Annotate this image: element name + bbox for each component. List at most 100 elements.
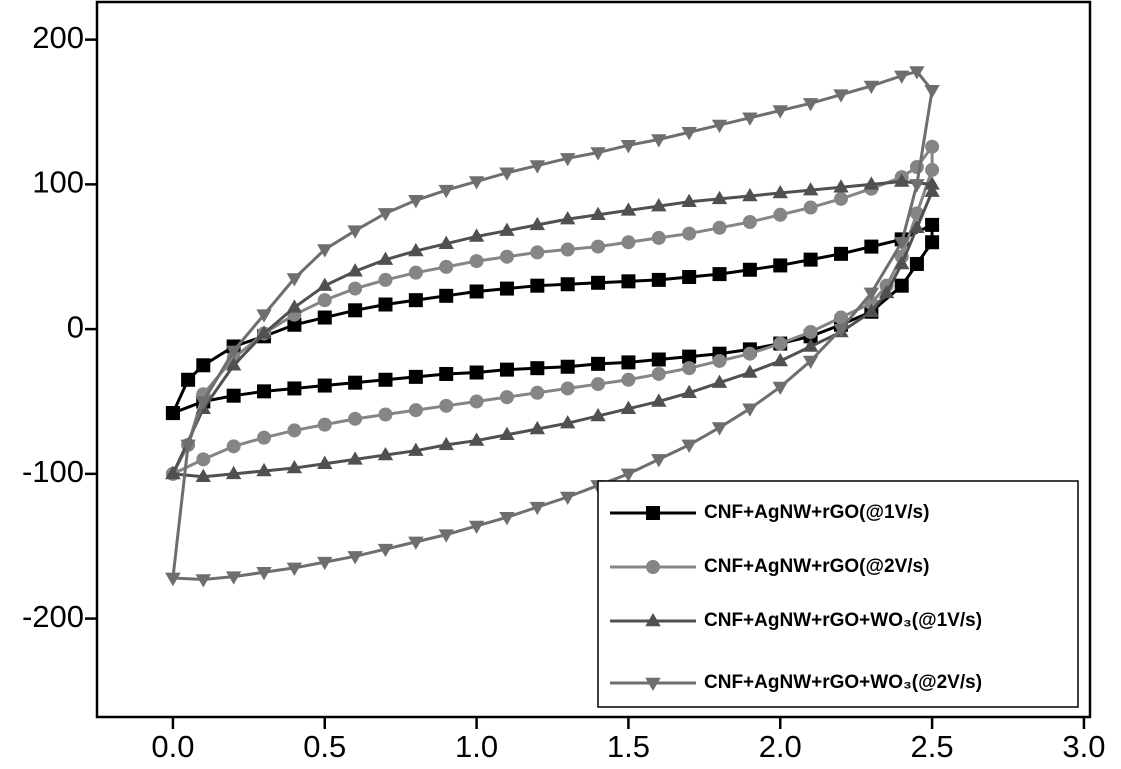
marker (682, 349, 697, 364)
marker (469, 394, 484, 409)
marker (742, 262, 757, 277)
marker (803, 252, 818, 267)
marker (165, 406, 180, 421)
marker (530, 278, 545, 293)
marker (651, 134, 667, 148)
marker (560, 277, 575, 292)
marker (681, 439, 697, 453)
marker (530, 245, 545, 260)
marker (833, 323, 849, 338)
marker (317, 455, 333, 469)
marker (317, 556, 333, 571)
plot-frame (95, 0, 1092, 719)
x-tick-label: 2.0 (759, 729, 802, 764)
legend-label: CNF+AgNW+rGO(@2V/s) (704, 556, 929, 577)
marker (408, 369, 423, 384)
marker (924, 176, 940, 190)
marker (468, 520, 485, 534)
marker (559, 211, 576, 225)
marker (621, 355, 636, 370)
marker (408, 403, 423, 418)
marker (742, 215, 757, 229)
marker (378, 297, 393, 312)
marker (590, 147, 606, 161)
marker (894, 237, 910, 251)
marker (711, 374, 728, 388)
marker (377, 251, 394, 265)
marker (348, 303, 363, 318)
marker (317, 244, 333, 258)
marker (651, 272, 666, 287)
marker (712, 353, 727, 368)
marker (620, 468, 637, 482)
marker (378, 272, 393, 287)
marker (408, 195, 424, 209)
series (165, 217, 940, 421)
marker (408, 265, 423, 280)
marker (469, 365, 484, 380)
marker (591, 356, 606, 371)
marker (226, 388, 241, 403)
marker (620, 202, 637, 216)
marker (878, 284, 895, 299)
legend-box (597, 480, 1079, 708)
x-tick-label: 2.5 (911, 729, 954, 764)
marker (317, 378, 332, 393)
marker (772, 381, 788, 396)
marker (590, 206, 606, 221)
marker (256, 309, 272, 323)
series-line (171, 69, 934, 582)
marker (651, 366, 666, 381)
marker (742, 403, 758, 417)
marker (286, 460, 303, 474)
marker (317, 277, 333, 291)
y-tick-label: 200 (32, 20, 84, 55)
marker (286, 273, 303, 287)
marker (590, 407, 606, 422)
marker (529, 216, 546, 231)
marker (711, 119, 728, 134)
marker (317, 293, 332, 308)
marker (499, 512, 515, 526)
marker (225, 345, 242, 359)
marker (681, 127, 697, 141)
marker (681, 384, 697, 399)
marker (772, 185, 788, 199)
marker (347, 551, 363, 565)
x-tick-label: 1.0 (455, 729, 498, 764)
marker (347, 225, 363, 239)
marker (499, 167, 515, 181)
y-tick-label: -200 (22, 599, 84, 634)
marker (802, 182, 819, 196)
marker (833, 246, 848, 261)
marker (620, 400, 637, 414)
marker (925, 162, 940, 177)
marker (591, 377, 606, 392)
marker (469, 284, 484, 299)
marker (468, 228, 485, 242)
marker (287, 381, 302, 396)
marker (378, 407, 393, 422)
marker (559, 491, 576, 506)
marker (180, 439, 196, 453)
marker (499, 249, 514, 264)
marker (181, 372, 196, 387)
marker (348, 281, 363, 296)
marker (165, 572, 181, 587)
marker (651, 230, 666, 245)
marker (559, 415, 576, 429)
y-tick-label: 0 (67, 309, 84, 344)
marker (742, 187, 758, 202)
marker (469, 254, 484, 269)
marker (651, 198, 667, 212)
marker (317, 417, 332, 432)
marker (439, 398, 454, 413)
marker (591, 239, 606, 254)
legend-label: CNF+AgNW+rGO(@1V/s) (704, 502, 929, 523)
legend-marker (646, 506, 660, 520)
marker (287, 317, 302, 332)
marker (682, 226, 697, 241)
marker (256, 567, 272, 581)
marker (226, 439, 241, 454)
